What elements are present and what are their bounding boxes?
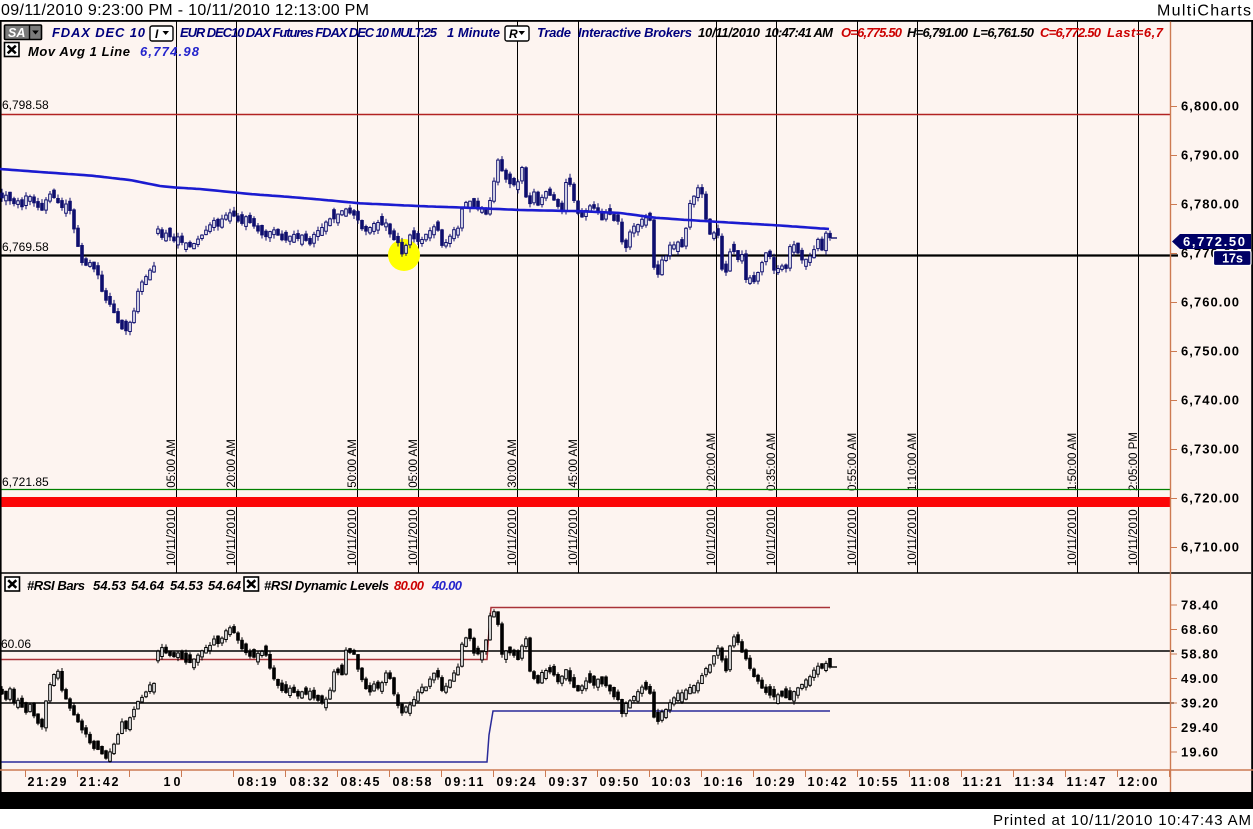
svg-text:19.60: 19.60 — [1181, 745, 1218, 760]
svg-text::30:00 AM: :30:00 AM — [507, 439, 519, 491]
svg-text:09:50: 09:50 — [600, 775, 639, 789]
svg-text:10:03: 10:03 — [652, 775, 691, 789]
svg-text:58.80: 58.80 — [1181, 647, 1218, 662]
svg-text:09:11: 09:11 — [445, 775, 484, 789]
svg-text:08:58: 08:58 — [393, 775, 432, 789]
svg-text:6,769.58: 6,769.58 — [2, 240, 49, 254]
svg-text:Mov Avg 1 Line: Mov Avg 1 Line — [28, 44, 130, 59]
svg-text:Interactive Brokers: Interactive Brokers — [578, 25, 692, 40]
svg-text:08:45: 08:45 — [341, 775, 380, 789]
svg-text:78.40: 78.40 — [1181, 598, 1218, 613]
svg-text::20:00 AM: :20:00 AM — [226, 439, 238, 491]
svg-text:08:19: 08:19 — [238, 775, 277, 789]
svg-text:10:29: 10:29 — [756, 775, 795, 789]
svg-text:H=6,791.00: H=6,791.00 — [907, 25, 969, 40]
svg-text:17s: 17s — [1222, 252, 1243, 266]
svg-text:10/11/2010: 10/11/2010 — [507, 509, 519, 566]
svg-text:C=6,772.50: C=6,772.50 — [1040, 25, 1102, 40]
svg-text::05:00 AM: :05:00 AM — [408, 439, 420, 491]
svg-text:#RSI Bars: #RSI Bars — [27, 578, 85, 593]
svg-text:09/11/2010 9:23:00 PM - 10/11/: 09/11/2010 9:23:00 PM - 10/11/2010 12:13… — [1, 2, 369, 19]
svg-text:11:34: 11:34 — [1015, 775, 1054, 789]
svg-text:Last=6,7: Last=6,7 — [1107, 25, 1164, 40]
svg-text:29.40: 29.40 — [1181, 720, 1218, 735]
svg-text:6,780.00: 6,780.00 — [1181, 197, 1239, 212]
svg-text:1:50:00 AM: 1:50:00 AM — [1067, 433, 1079, 491]
svg-text:0:55:00 AM: 0:55:00 AM — [847, 433, 859, 491]
svg-text:0:35:00 AM: 0:35:00 AM — [766, 433, 778, 491]
svg-text:10/11/2010: 10/11/2010 — [408, 509, 420, 566]
svg-text:10:55: 10:55 — [859, 775, 898, 789]
svg-text:SA: SA — [8, 26, 25, 40]
svg-text:12:00: 12:00 — [1119, 775, 1158, 789]
svg-text:6,710.00: 6,710.00 — [1181, 540, 1239, 555]
svg-text:21:42: 21:42 — [80, 775, 119, 789]
svg-text:09:24: 09:24 — [497, 775, 536, 789]
svg-text::50:00 AM: :50:00 AM — [347, 439, 359, 491]
svg-text::05:00 AM: :05:00 AM — [166, 439, 178, 491]
svg-text:39.20: 39.20 — [1181, 696, 1218, 711]
svg-text:54.53: 54.53 — [93, 578, 127, 593]
svg-text:54.53: 54.53 — [170, 578, 204, 593]
svg-text:6,790.00: 6,790.00 — [1181, 148, 1239, 163]
svg-text:10/11/2010: 10/11/2010 — [166, 509, 178, 566]
svg-text:40.00: 40.00 — [431, 578, 463, 593]
svg-text:MultiCharts: MultiCharts — [1157, 3, 1251, 20]
svg-text:6,772.50: 6,772.50 — [1183, 234, 1245, 249]
svg-text:10:47:41 AM: 10:47:41 AM — [765, 25, 834, 40]
svg-text:EUR DEC10 DAX Futures FDAX DEC: EUR DEC10 DAX Futures FDAX DEC 10 MULT:2… — [180, 25, 438, 40]
svg-text:10/11/2010: 10/11/2010 — [706, 509, 718, 566]
svg-text:10/11/2010: 10/11/2010 — [1067, 509, 1079, 566]
svg-text:54.64: 54.64 — [131, 578, 165, 593]
svg-text:10/11/2010: 10/11/2010 — [347, 509, 359, 566]
svg-text:10/11/2010: 10/11/2010 — [226, 509, 238, 566]
svg-text:10/11/2010: 10/11/2010 — [568, 509, 580, 566]
svg-text:10/11/2010: 10/11/2010 — [766, 509, 778, 566]
svg-text:1 Minute: 1 Minute — [447, 25, 500, 40]
svg-text:54.64: 54.64 — [208, 578, 242, 593]
svg-text:6,720.00: 6,720.00 — [1181, 491, 1239, 506]
svg-text:0:20:00 AM: 0:20:00 AM — [706, 433, 718, 491]
svg-text:6,774.98: 6,774.98 — [140, 44, 200, 59]
svg-text:08:32: 08:32 — [290, 775, 329, 789]
svg-text:10/11/2010: 10/11/2010 — [698, 25, 761, 40]
svg-text:10:42: 10:42 — [808, 775, 847, 789]
svg-text:L=6,761.50: L=6,761.50 — [973, 25, 1035, 40]
svg-text:O=6,775.50: O=6,775.50 — [841, 25, 903, 40]
svg-text:60.06: 60.06 — [1, 637, 31, 651]
svg-text:1:10:00 AM: 1:10:00 AM — [907, 433, 919, 491]
svg-text:21:29: 21:29 — [28, 775, 67, 789]
svg-text:11:08: 11:08 — [911, 775, 950, 789]
svg-text:6,800.00: 6,800.00 — [1181, 99, 1239, 114]
svg-text::45:00 AM: :45:00 AM — [568, 439, 580, 491]
svg-text:6,740.00: 6,740.00 — [1181, 393, 1239, 408]
svg-text:80.00: 80.00 — [394, 578, 425, 593]
svg-text:6,721.85: 6,721.85 — [2, 475, 49, 489]
svg-text:49.00: 49.00 — [1181, 671, 1218, 686]
svg-text:6,750.00: 6,750.00 — [1181, 344, 1239, 359]
svg-text:11:21: 11:21 — [963, 775, 1002, 789]
svg-text:FDAX DEC 10: FDAX DEC 10 — [52, 25, 146, 40]
svg-text:6,730.00: 6,730.00 — [1181, 442, 1239, 457]
svg-text:10/11/2010: 10/11/2010 — [847, 509, 859, 566]
svg-text:6,798.58: 6,798.58 — [2, 98, 49, 112]
svg-text:10:16: 10:16 — [704, 775, 743, 789]
svg-text:68.60: 68.60 — [1181, 622, 1218, 637]
svg-text:#RSI Dynamic Levels: #RSI Dynamic Levels — [264, 578, 389, 593]
svg-text:10/11/2010: 10/11/2010 — [1128, 509, 1140, 566]
svg-text:11:47: 11:47 — [1067, 775, 1106, 789]
svg-text:Trade: Trade — [537, 25, 571, 40]
svg-text:R: R — [509, 27, 518, 41]
svg-text:09:37: 09:37 — [549, 775, 588, 789]
svg-text:Printed at 10/11/2010 10:47:43: Printed at 10/11/2010 10:47:43 AM — [993, 812, 1251, 829]
svg-text:10/11/2010: 10/11/2010 — [907, 509, 919, 566]
svg-text:2:05:00 PM: 2:05:00 PM — [1128, 432, 1140, 491]
svg-text:I: I — [155, 27, 159, 41]
svg-text:6,760.00: 6,760.00 — [1181, 295, 1239, 310]
